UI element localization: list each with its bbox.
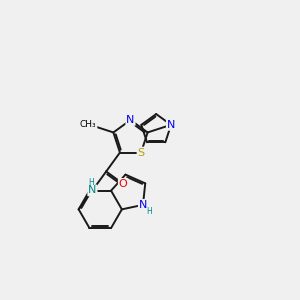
Text: N: N [139, 200, 147, 210]
Text: O: O [119, 179, 128, 189]
Text: CH₃: CH₃ [80, 120, 97, 129]
Text: S: S [137, 148, 145, 158]
Text: N: N [88, 185, 97, 195]
Text: H: H [147, 207, 152, 216]
Text: N: N [126, 115, 135, 125]
Text: H: H [88, 178, 94, 187]
Text: N: N [167, 120, 175, 130]
